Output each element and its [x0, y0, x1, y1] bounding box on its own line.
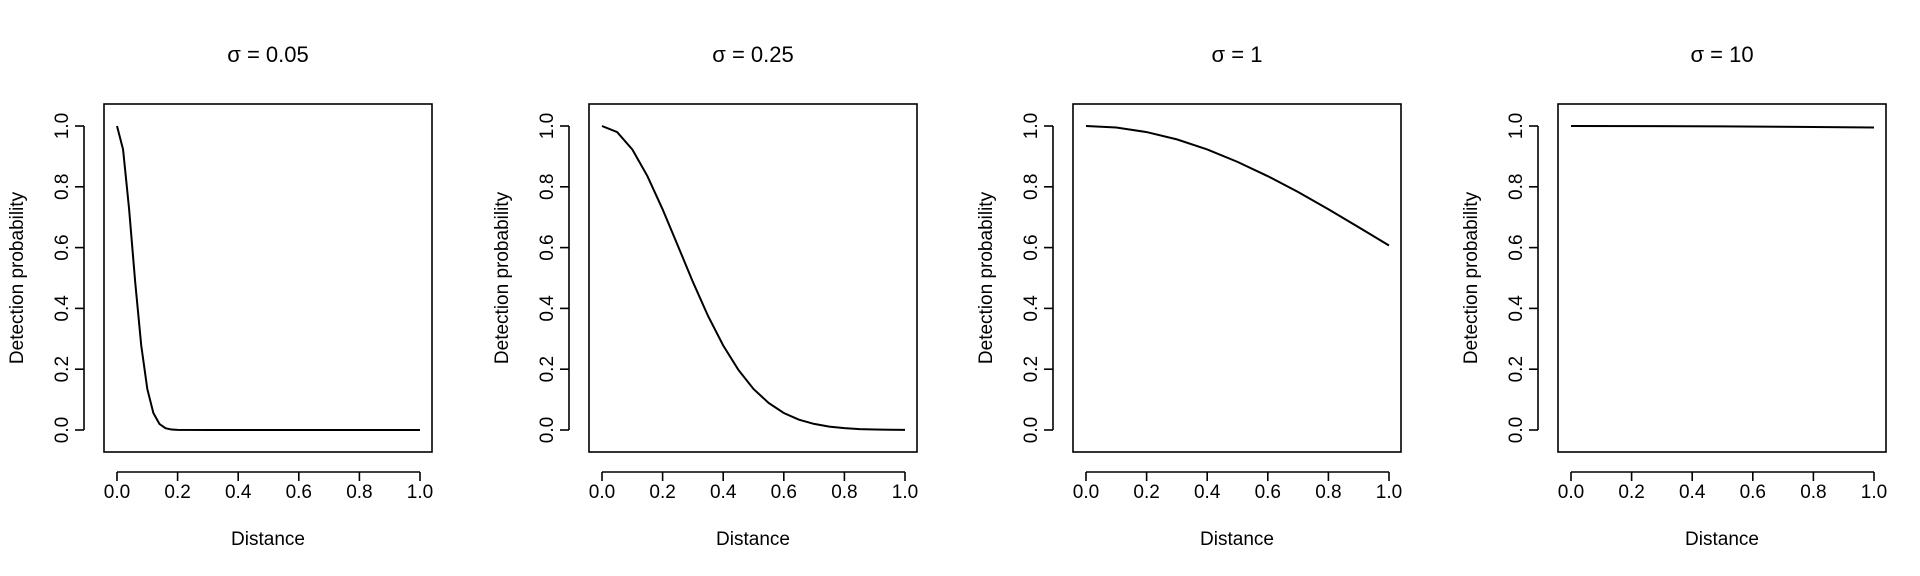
- y-tick-label: 0.6: [537, 234, 558, 260]
- x-axis-label: Distance: [1685, 529, 1759, 550]
- y-tick-label: 0.4: [52, 295, 73, 322]
- y-tick-label: 0.4: [537, 295, 558, 322]
- x-tick-label: 0.0: [589, 482, 615, 503]
- x-tick-label: 0.2: [164, 482, 190, 503]
- x-tick-label: 0.0: [1558, 482, 1584, 503]
- y-tick-label: 0.0: [537, 417, 558, 443]
- x-tick-label: 1.0: [1376, 482, 1402, 503]
- x-tick-label: 0.8: [346, 482, 372, 503]
- x-tick-label: 1.0: [407, 482, 433, 503]
- y-tick-label: 0.0: [52, 417, 73, 443]
- x-tick-label: 0.4: [710, 482, 737, 503]
- y-axis-label: Detection probability: [1461, 191, 1482, 364]
- detection-curve: [1570, 125, 1875, 129]
- x-tick-label: 0.6: [1740, 482, 1766, 503]
- panel-title: σ = 0.05: [227, 42, 308, 67]
- x-tick-label: 0.6: [771, 482, 797, 503]
- plot-frame: [588, 103, 918, 453]
- x-tick-label: 1.0: [1861, 482, 1887, 503]
- y-tick-label: 0.4: [1506, 295, 1527, 322]
- y-axis-label: Detection probability: [976, 191, 997, 364]
- y-tick-label: 1.0: [1021, 113, 1042, 139]
- chart-panel-1: σ = 0.05 0.0 0.2 0.4 0.6 0.8 1.0 0.0 0.2 0.4 0.6 0.…: [7, 42, 433, 550]
- y-axis-label: Detection probability: [492, 191, 513, 364]
- y-tick-label: 0.6: [52, 234, 73, 260]
- detection-curve: [116, 125, 420, 431]
- y-axis-label: Detection probability: [7, 191, 28, 364]
- x-tick-label: 0.4: [1194, 482, 1221, 503]
- y-tick-label: 0.2: [537, 356, 558, 382]
- chart-panel-3: σ = 1 0.0 0.2 0.4 0.6 0.8 1.0 0.0 0.2 0.4 0.6 0.8 1.…: [976, 42, 1402, 550]
- x-axis-label: Distance: [716, 529, 790, 550]
- y-tick-label: 0.8: [1506, 174, 1527, 200]
- x-tick-label: 0.6: [286, 482, 312, 503]
- x-tick-label: 0.2: [1618, 482, 1644, 503]
- x-tick-label: 1.0: [892, 482, 918, 503]
- panel-title: σ = 0.25: [712, 42, 793, 67]
- x-tick-label: 0.6: [1255, 482, 1281, 503]
- chart-panel-2: σ = 0.25 0.0 0.2 0.4 0.6 0.8 1.0 0.0 0.2 0.4 0.6 0.…: [492, 42, 918, 550]
- x-tick-label: 0.0: [104, 482, 130, 503]
- y-tick-label: 0.4: [1021, 295, 1042, 322]
- x-tick-label: 0.8: [1315, 482, 1341, 503]
- x-tick-label: 0.2: [649, 482, 675, 503]
- panel-title: σ = 1: [1212, 42, 1263, 67]
- plot-frame: [1072, 103, 1402, 453]
- y-tick-label: 0.6: [1021, 234, 1042, 260]
- y-tick-label: 1.0: [1506, 113, 1527, 139]
- y-tick-label: 0.2: [52, 356, 73, 382]
- x-tick-label: 0.8: [831, 482, 857, 503]
- x-axis-label: Distance: [1200, 529, 1274, 550]
- plot-frame: [103, 103, 433, 453]
- y-tick-label: 0.8: [52, 174, 73, 200]
- x-tick-label: 0.0: [1073, 482, 1099, 503]
- y-tick-label: 0.8: [1021, 174, 1042, 200]
- x-axis-label: Distance: [231, 529, 305, 550]
- y-tick-label: 0.2: [1021, 356, 1042, 382]
- y-tick-label: 0.0: [1021, 417, 1042, 443]
- y-tick-label: 1.0: [537, 113, 558, 139]
- detection-curve: [1085, 125, 1390, 247]
- detection-curve: [601, 125, 906, 431]
- plot-frame: [1557, 103, 1887, 453]
- y-tick-label: 0.8: [537, 174, 558, 200]
- x-tick-label: 0.8: [1800, 482, 1826, 503]
- x-tick-label: 0.2: [1133, 482, 1159, 503]
- y-tick-label: 0.2: [1506, 356, 1527, 382]
- y-tick-label: 0.0: [1506, 417, 1527, 443]
- x-tick-label: 0.4: [1679, 482, 1706, 503]
- x-tick-label: 0.4: [225, 482, 252, 503]
- y-tick-label: 1.0: [52, 113, 73, 139]
- chart-panel-4: σ = 10 0.0 0.2 0.4 0.6 0.8 1.0 0.0 0.2 0.4 0.6 0.8 1…: [1461, 42, 1887, 550]
- panel-title: σ = 10: [1690, 42, 1753, 67]
- y-tick-label: 0.6: [1506, 234, 1527, 260]
